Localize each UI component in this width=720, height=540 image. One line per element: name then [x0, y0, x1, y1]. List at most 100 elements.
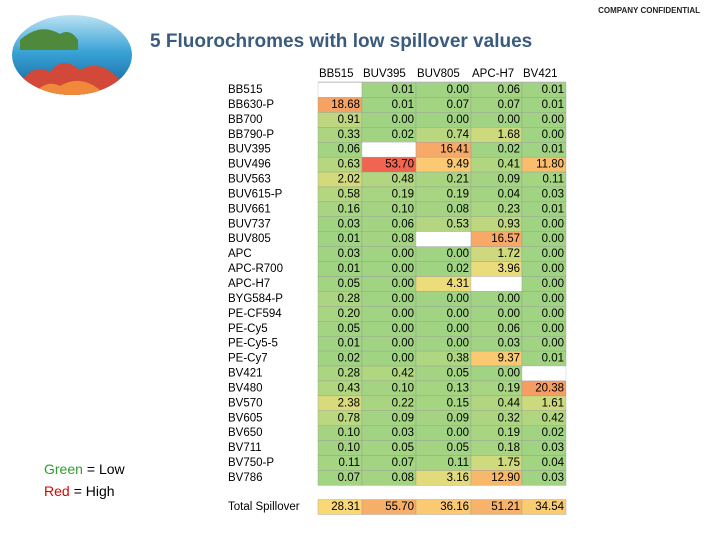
legend-word: Red — [44, 483, 70, 499]
cell-value: 0.21 — [447, 174, 469, 186]
cell-value: 0.11 — [447, 457, 469, 469]
cell-value: 0.58 — [338, 188, 360, 200]
cell-value: 0.00 — [392, 293, 414, 305]
cell-value: 0.28 — [338, 368, 360, 380]
row-label: APC-R700 — [228, 263, 283, 275]
cell-value: 0.00 — [542, 233, 564, 245]
cell-value: 0.00 — [447, 308, 469, 320]
cell-value: 0.09 — [447, 412, 469, 424]
cell-value: 0.00 — [498, 114, 520, 126]
cell-value: 0.00 — [447, 323, 469, 335]
cell-value: 0.00 — [542, 308, 564, 320]
cell-value: 0.42 — [392, 368, 414, 380]
cell-value: 0.03 — [542, 188, 564, 200]
cell-value: 0.00 — [542, 248, 564, 260]
cell-value: 0.78 — [338, 412, 360, 424]
cell-value: 0.18 — [498, 442, 520, 454]
cell-value: 20.38 — [535, 382, 564, 394]
cell-value: 0.44 — [498, 397, 521, 409]
cell-value: 0.05 — [338, 278, 360, 290]
row-label: PE-Cy5-5 — [228, 338, 278, 350]
cell-value: 0.03 — [338, 218, 360, 230]
cell-value: 0.03 — [542, 442, 564, 454]
cell-value: 0.01 — [542, 203, 564, 215]
cell-value: 0.48 — [392, 174, 414, 186]
row-label: BB515 — [228, 84, 263, 96]
cell-value: 0.02 — [392, 129, 414, 141]
cell-value: 0.00 — [542, 338, 564, 350]
cell-value: 0.11 — [338, 457, 360, 469]
legend-item: Green = Low — [44, 461, 126, 477]
cell-value: 2.38 — [338, 397, 360, 409]
row-label: BV570 — [228, 397, 263, 409]
cell-value: 16.57 — [491, 233, 520, 245]
cell-value: 0.33 — [338, 129, 360, 141]
cell-value: 0.00 — [542, 293, 564, 305]
cell-value: 0.00 — [392, 353, 414, 365]
cell-value: 0.00 — [447, 427, 469, 439]
cell-value: 0.06 — [498, 323, 520, 335]
cell-value: 0.01 — [338, 233, 360, 245]
cell-value: 0.07 — [338, 472, 360, 484]
cell-value: 0.05 — [338, 323, 360, 335]
cell-value: 0.00 — [542, 323, 564, 335]
column-header: APC-H7 — [472, 68, 514, 80]
cell-value: 0.01 — [542, 144, 564, 156]
cell-value: 4.31 — [447, 278, 469, 290]
column-header: BV421 — [523, 68, 558, 80]
cell-value: 0.91 — [338, 114, 360, 126]
cell-value: 0.00 — [392, 263, 414, 275]
cell-value: 0.01 — [392, 84, 414, 96]
cell-value: 0.53 — [447, 218, 469, 230]
row-label: BV650 — [228, 427, 263, 439]
row-label: BV786 — [228, 472, 263, 484]
cell-value: 0.02 — [498, 144, 520, 156]
cell-value: 0.00 — [447, 338, 469, 350]
cell-value: 0.93 — [498, 218, 520, 230]
cell — [521, 470, 567, 486]
cell-value: 0.04 — [498, 188, 521, 200]
cell-value: 0.00 — [498, 293, 520, 305]
row-label: PE-Cy7 — [228, 353, 268, 365]
cell-value: 0.03 — [498, 338, 520, 350]
total-cell — [521, 499, 567, 515]
cell-value: 0.16 — [338, 203, 360, 215]
cell-value: 0.23 — [498, 203, 520, 215]
row-label: BB790-P — [228, 129, 274, 141]
cell-value: 12.90 — [491, 472, 520, 484]
cell-value: 0.05 — [447, 442, 469, 454]
row-label: BUV661 — [228, 203, 271, 215]
row-label: BUV496 — [228, 159, 271, 171]
legend-item: Red = High — [44, 483, 115, 499]
cell-value: 0.00 — [392, 338, 414, 350]
cell-value: 0.05 — [447, 368, 469, 380]
cell-value: 3.96 — [498, 263, 520, 275]
cell-value: 0.63 — [338, 159, 360, 171]
row-label: BUV563 — [228, 174, 271, 186]
cell-value: 0.01 — [338, 263, 360, 275]
row-label: BYG584-P — [228, 293, 283, 305]
cell-value: 0.00 — [542, 114, 564, 126]
cell-value: 0.06 — [392, 218, 414, 230]
row-label: BUV737 — [228, 218, 271, 230]
cell-empty — [470, 276, 523, 292]
cell-value: 18.68 — [331, 99, 360, 111]
cell-value: 0.00 — [498, 308, 520, 320]
cell-value: 0.43 — [338, 382, 360, 394]
photo — [12, 15, 132, 95]
cell-value: 0.13 — [447, 382, 469, 394]
cell-value: 0.07 — [447, 99, 469, 111]
cell-value: 0.00 — [392, 114, 414, 126]
cell-value: 0.32 — [498, 412, 520, 424]
cell-value: 1.61 — [542, 397, 564, 409]
cell-value: 0.00 — [392, 278, 414, 290]
cell-value: 0.01 — [542, 99, 564, 111]
cell-value: 0.00 — [447, 248, 469, 260]
cell-value: 0.10 — [392, 382, 414, 394]
cell-value: 1.68 — [498, 129, 520, 141]
cell-value: 0.00 — [392, 308, 414, 320]
row-label: BV421 — [228, 368, 263, 380]
cell-value: 16.41 — [440, 144, 469, 156]
